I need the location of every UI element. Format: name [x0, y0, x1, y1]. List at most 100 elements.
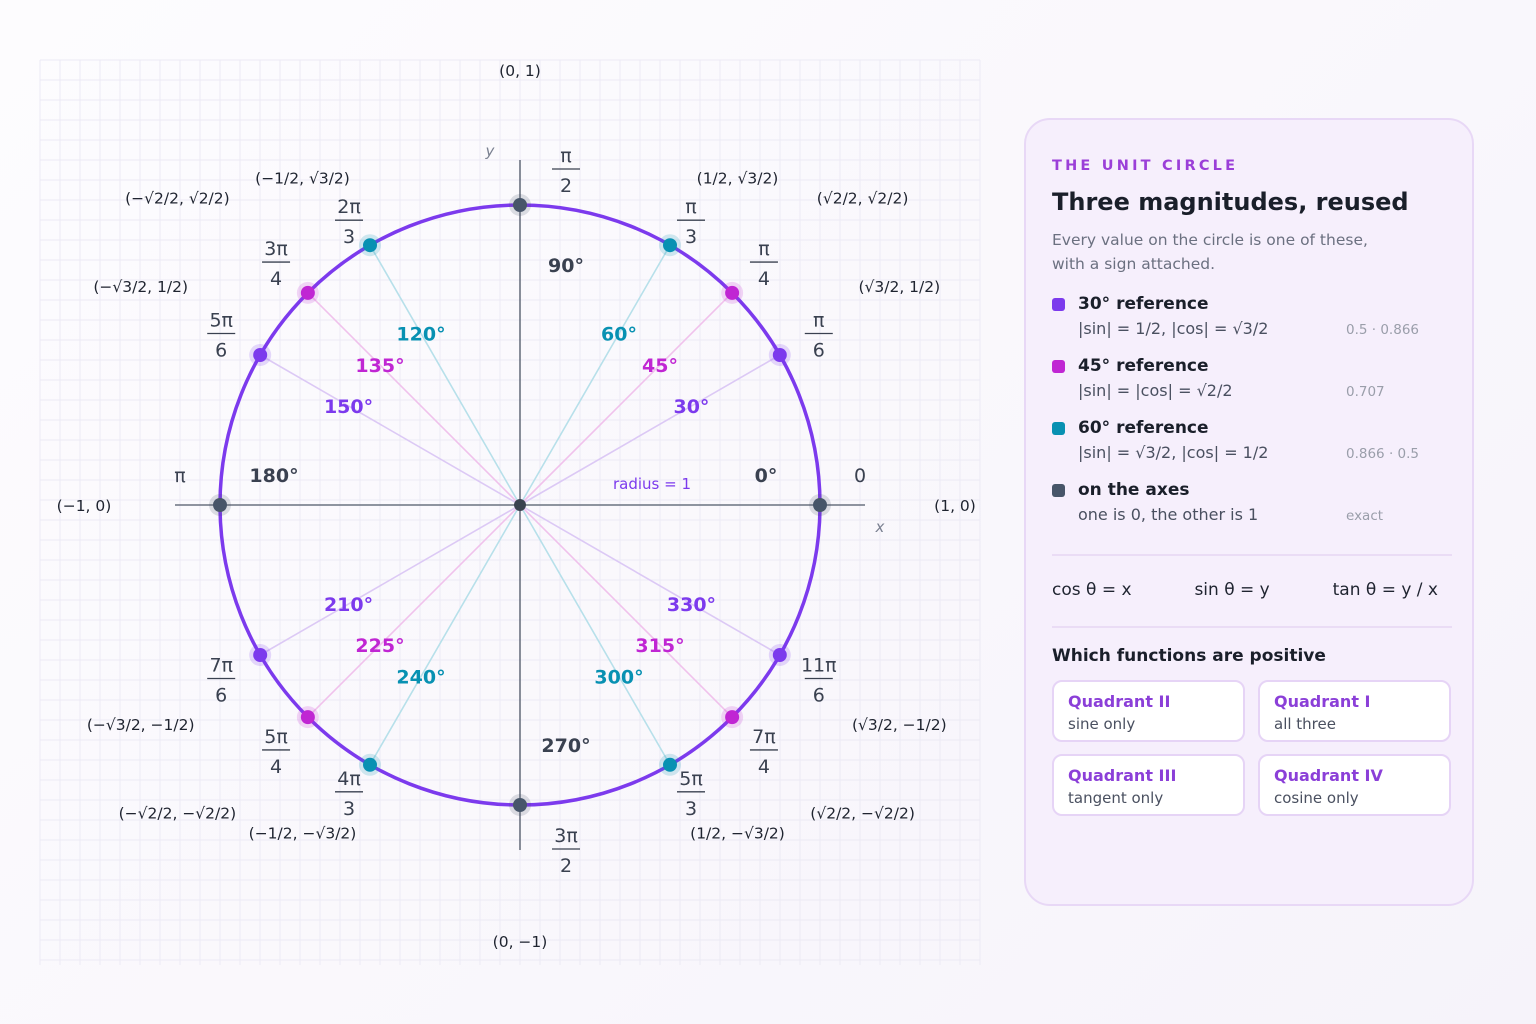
radian-denominator-270: 2 [560, 855, 572, 877]
radian-denominator-330: 6 [813, 685, 825, 707]
quadrant-title: Quadrant I [1274, 692, 1371, 711]
coordinate-label-300: (1/2, −√3/2) [690, 824, 785, 842]
coordinate-label-120: (−1/2, √3/2) [255, 170, 350, 188]
point-180 [213, 498, 227, 512]
degree-label-90: 90° [548, 255, 584, 277]
panel-title: Three magnitudes, reused [1052, 188, 1409, 216]
legend-item-30: 30° reference |sin| = 1/2, |cos| = √3/2 … [1052, 292, 1448, 354]
degree-label-45: 45° [642, 355, 678, 377]
degree-label-60: 60° [601, 324, 637, 346]
quadrant-title: Quadrant II [1068, 692, 1171, 711]
radian-label-0: 0 [854, 465, 866, 487]
legend-item-45: 45° reference |sin| = |cos| = √2/2 0.707 [1052, 354, 1448, 416]
legend-item-axes: on the axes one is 0, the other is 1 exa… [1052, 478, 1448, 540]
legend-swatch-axes [1052, 484, 1065, 497]
coordinate-label-210: (−√3/2, −1/2) [87, 716, 195, 734]
unit-circle-diagram: 0° 0 (1, 0) 30° π 6 (√3/2, 1/2) 45° π 4 (√2/2, √2/… [39, 59, 981, 965]
coordinate-label-180: (−1, 0) [57, 497, 112, 515]
coordinate-label-150: (−√3/2, 1/2) [93, 278, 188, 296]
legend-desc: |sin| = 1/2, |cos| = √3/2 [1078, 319, 1269, 338]
point-30 [772, 348, 787, 362]
radian-numerator-315: 7π [752, 726, 776, 748]
coordinate-label-270: (0, −1) [493, 933, 548, 951]
coordinate-label-315: (√2/2, −√2/2) [810, 805, 915, 823]
formula-row: cos θ = x sin θ = y tan θ = y / x [1052, 556, 1448, 626]
legend-desc: |sin| = |cos| = √2/2 [1078, 381, 1233, 400]
radian-numerator-30: π [813, 310, 824, 332]
quadrant-grid: Quadrant II sine only Quadrant I all thr… [1052, 680, 1451, 816]
degree-label-330: 330° [667, 594, 716, 616]
spoke-150 [259, 354, 521, 506]
quadrant-desc: all three [1274, 715, 1336, 733]
quadrant-desc: cosine only [1274, 789, 1359, 807]
panel-divider [1052, 554, 1452, 556]
degree-label-135: 135° [355, 355, 404, 377]
spoke-135 [307, 292, 521, 506]
background-grid [39, 59, 981, 965]
spoke-30 [519, 354, 781, 506]
coordinate-label-225: (−√2/2, −√2/2) [119, 805, 237, 823]
point-270 [513, 798, 527, 812]
point-135 [300, 285, 315, 300]
subtitle-line-2: with a sign attached. [1052, 255, 1216, 273]
coordinate-label-90: (0, 1) [499, 62, 541, 80]
legend-value: exact [1346, 508, 1384, 524]
legend-swatch-30 [1052, 298, 1065, 311]
spoke-120 [369, 244, 521, 506]
legend-swatch-45 [1052, 360, 1065, 373]
info-panel: THE UNIT CIRCLE Three magnitudes, reused… [1024, 118, 1474, 906]
radian-denominator-135: 4 [270, 268, 282, 290]
radian-denominator-30: 6 [813, 340, 825, 362]
coordinate-label-30: (√3/2, 1/2) [858, 278, 940, 296]
panel-eyebrow: THE UNIT CIRCLE [1052, 158, 1239, 174]
degree-label-300: 300° [594, 666, 643, 688]
radian-denominator-60: 3 [685, 226, 697, 248]
spoke-225 [307, 504, 521, 718]
radian-denominator-120: 3 [343, 226, 355, 248]
point-150 [253, 348, 268, 362]
radius-label: radius = 1 [613, 475, 691, 493]
quadrant-desc: sine only [1068, 715, 1136, 733]
point-225 [300, 710, 315, 725]
point-120 [363, 238, 377, 253]
quadrant-card-i: Quadrant I all three [1258, 680, 1451, 742]
panel-divider [1052, 626, 1452, 628]
radian-numerator-300: 5π [679, 768, 703, 790]
radian-numerator-90: π [560, 145, 571, 167]
quadrant-title: Quadrant IV [1274, 766, 1383, 785]
point-45 [725, 285, 740, 300]
angle-markers [209, 194, 831, 816]
legend-title: 60° reference [1078, 418, 1209, 438]
subtitle-line-1: Every value on the circle is one of thes… [1052, 231, 1368, 249]
spoke-330 [519, 504, 781, 656]
radian-denominator-300: 3 [685, 798, 697, 820]
spoke-240 [369, 504, 521, 766]
legend-title: on the axes [1078, 480, 1190, 500]
radian-numerator-270: 3π [554, 825, 578, 847]
point-60 [663, 238, 677, 253]
degree-label-210: 210° [324, 594, 373, 616]
radian-numerator-225: 5π [264, 726, 288, 748]
point-300 [663, 757, 677, 772]
point-90 [513, 198, 527, 212]
radian-numerator-210: 7π [209, 655, 233, 677]
quadrant-card-iii: Quadrant III tangent only [1052, 754, 1245, 816]
radian-denominator-90: 2 [560, 175, 572, 197]
radian-numerator-150: 5π [209, 310, 233, 332]
radian-numerator-60: π [685, 196, 696, 218]
origin-point [514, 499, 526, 511]
legend-value: 0.866 · 0.5 [1346, 446, 1419, 462]
legend-item-60: 60° reference |sin| = √3/2, |cos| = 1/2 … [1052, 416, 1448, 478]
spoke-45 [519, 292, 733, 506]
degree-label-240: 240° [396, 666, 445, 688]
y-axis-label: y [485, 142, 496, 160]
point-240 [363, 757, 377, 772]
legend-swatch-60 [1052, 422, 1065, 435]
radian-numerator-135: 3π [264, 238, 288, 260]
degree-label-315: 315° [635, 635, 684, 657]
legend-desc: |sin| = √3/2, |cos| = 1/2 [1078, 443, 1269, 462]
degree-label-225: 225° [355, 635, 404, 657]
tan-formula: tan θ = y / x [1332, 580, 1438, 600]
angle-labels: 0° 0 (1, 0) 30° π 6 (√3/2, 1/2) 45° π 4 (√2/2, √2/… [57, 62, 976, 951]
radian-numerator-240: 4π [337, 768, 361, 790]
